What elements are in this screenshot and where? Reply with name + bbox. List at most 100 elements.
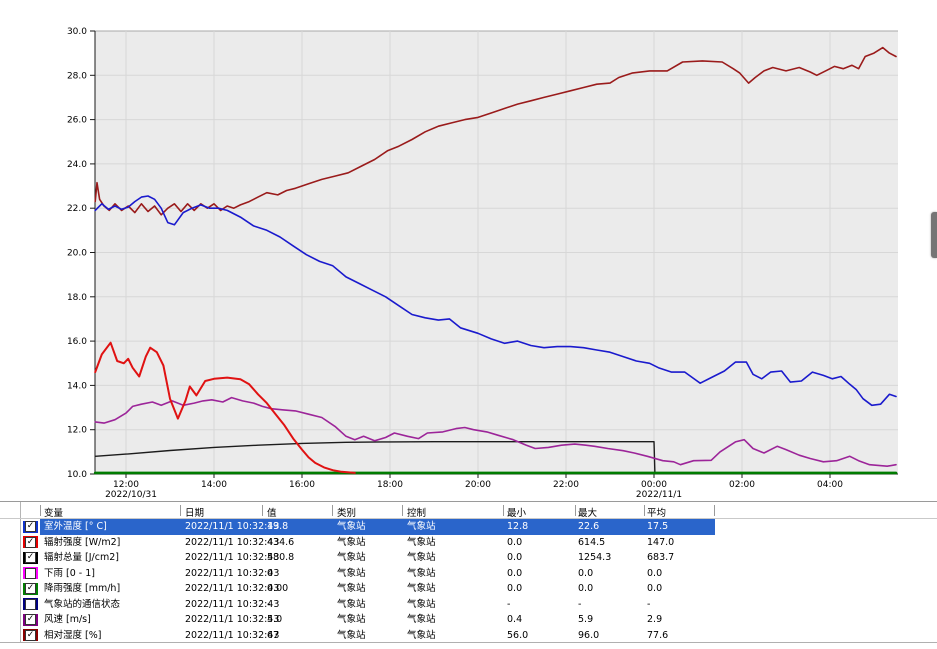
x-axis-label: 16:00 bbox=[289, 480, 315, 490]
cell-avg: 683.7 bbox=[647, 552, 675, 563]
cell-min: 0.0 bbox=[507, 536, 523, 548]
cell-category: 气象站 bbox=[337, 614, 366, 625]
cell-control: 气象站 bbox=[407, 552, 436, 563]
right-edge-scrollbar-thumb[interactable] bbox=[931, 212, 937, 258]
header-column-divider[interactable] bbox=[503, 505, 504, 516]
y-axis-label: 30.0 bbox=[67, 27, 87, 37]
cell-min: 0.0 bbox=[507, 567, 523, 579]
cell-control: 气象站 bbox=[407, 583, 436, 594]
series-checkbox-relative-humidity[interactable]: ✓ bbox=[23, 629, 38, 641]
series-checkbox-wind-speed[interactable]: ✓ bbox=[23, 613, 38, 626]
y-axis-label: 10.0 bbox=[67, 470, 87, 480]
cell-date: 2022/11/1 10:32:43 bbox=[185, 567, 280, 579]
series-checkbox-radiation-intensity[interactable]: ✓ bbox=[23, 536, 38, 548]
cell-max: 22.6 bbox=[578, 521, 600, 532]
table-header: 变量 日期 值 类别 控制 最小 最大 平均 bbox=[0, 504, 937, 519]
table-row-rain-flag[interactable]: 下雨 [0 - 1] 2022/11/1 10:32:43 0 气象站 气象站 0.0 0.… bbox=[0, 566, 937, 582]
column-header-date[interactable]: 日期 bbox=[185, 508, 205, 519]
y-axis-label: 12.0 bbox=[67, 426, 87, 436]
checkbox-checked-icon: ✓ bbox=[25, 614, 36, 625]
series-checkbox-radiation-total[interactable]: ✓ bbox=[23, 551, 38, 564]
header-column-divider[interactable] bbox=[40, 505, 41, 516]
column-header-avg[interactable]: 平均 bbox=[647, 508, 667, 519]
table-row-radiation-intensity[interactable]: ✓ 辐射强度 [W/m2] 2022/11/1 10:32:43 434.6 气象站 气象… bbox=[0, 535, 937, 551]
cell-date: 2022/11/1 10:32:43 bbox=[185, 521, 280, 532]
y-axis-label: 14.0 bbox=[67, 381, 87, 391]
column-header-control[interactable]: 控制 bbox=[407, 508, 427, 519]
checkbox-unchecked-box bbox=[25, 567, 36, 579]
header-column-divider[interactable] bbox=[644, 505, 645, 516]
cell-date: 2022/11/1 10:32:43 bbox=[185, 552, 280, 563]
column-header-name[interactable]: 变量 bbox=[44, 508, 64, 519]
cell-control: 气象站 bbox=[407, 521, 436, 532]
cell-control: 气象站 bbox=[407, 536, 436, 548]
cell-avg: 2.9 bbox=[647, 614, 663, 625]
column-header-category[interactable]: 类别 bbox=[337, 508, 357, 519]
cell-value: 434.6 bbox=[267, 536, 295, 548]
outdoor-temperature-line bbox=[94, 195, 897, 407]
cell-name: 气象站的通信状态 bbox=[44, 598, 121, 610]
cell-min: 12.8 bbox=[507, 521, 529, 532]
relative-humidity-line bbox=[94, 46, 897, 216]
series-checkbox-rain-intensity[interactable]: ✓ bbox=[23, 582, 38, 595]
series-checkbox-station-comm-status[interactable] bbox=[23, 598, 38, 610]
radiation-total-line bbox=[94, 441, 897, 474]
cell-category: 气象站 bbox=[337, 552, 366, 563]
variables-table: 变量 日期 值 类别 控制 最小 最大 平均 ✓ 室外温度 [° C] 2022/11/1 10:… bbox=[0, 501, 937, 644]
cell-date: 2022/11/1 10:32:43 bbox=[185, 614, 280, 625]
checkbox-checked-icon: ✓ bbox=[25, 536, 36, 548]
header-column-divider[interactable] bbox=[402, 505, 403, 516]
wind-speed-line bbox=[94, 396, 897, 468]
series-checkbox-outdoor-temperature[interactable]: ✓ bbox=[23, 520, 38, 533]
x-axis-label: 18:00 bbox=[377, 480, 403, 490]
cell-value: 67 bbox=[267, 629, 280, 641]
y-axis-label: 28.0 bbox=[67, 71, 87, 81]
cell-max: 0.0 bbox=[578, 583, 594, 594]
x-axis-label: 22:00 bbox=[553, 480, 579, 490]
column-header-value[interactable]: 值 bbox=[267, 508, 277, 519]
x-axis-date-label: 2022/11/1 bbox=[636, 490, 682, 500]
table-row-rain-intensity[interactable]: ✓ 降雨强度 [mm/h] 2022/11/1 10:32:43 0.00 气象站 气象站… bbox=[0, 581, 937, 597]
column-header-min[interactable]: 最小 bbox=[507, 508, 527, 519]
cell-control: 气象站 bbox=[407, 598, 436, 610]
cell-min: - bbox=[507, 598, 511, 610]
header-column-divider[interactable] bbox=[332, 505, 333, 516]
cell-date: 2022/11/1 10:32:43 bbox=[185, 598, 280, 610]
cell-max: 1254.3 bbox=[578, 552, 612, 563]
x-axis-date-label: 2022/10/31 bbox=[105, 490, 157, 500]
cell-name: 风速 [m/s] bbox=[44, 614, 91, 625]
cell-category: 气象站 bbox=[337, 598, 366, 610]
y-axis-label: 26.0 bbox=[67, 116, 87, 126]
x-axis-label: 14:00 bbox=[201, 480, 227, 490]
cell-min: 56.0 bbox=[507, 629, 529, 641]
table-row-outdoor-temperature[interactable]: ✓ 室外温度 [° C] 2022/11/1 10:32:43 19.8 气象站 气象站 1… bbox=[0, 519, 937, 535]
cell-avg: 147.0 bbox=[647, 536, 675, 548]
table-row-relative-humidity[interactable]: ✓ 相对湿度 [%] 2022/11/1 10:32:43 67 气象站 气象站 56.0 9… bbox=[0, 628, 937, 644]
table-row-wind-speed[interactable]: ✓ 风速 [m/s] 2022/11/1 10:32:43 5.0 气象站 气象站 0.4 5… bbox=[0, 612, 937, 628]
cell-value: 580.8 bbox=[267, 552, 295, 563]
series-checkbox-rain-flag[interactable] bbox=[23, 567, 38, 579]
cell-category: 气象站 bbox=[337, 521, 366, 532]
cell-max: 5.9 bbox=[578, 614, 594, 625]
header-column-divider[interactable] bbox=[262, 505, 263, 516]
cell-avg: 17.5 bbox=[647, 521, 669, 532]
table-row-radiation-total[interactable]: ✓ 辐射总量 [J/cm2] 2022/11/1 10:32:43 580.8 气象站 气… bbox=[0, 550, 937, 566]
radiation-intensity-line bbox=[94, 341, 356, 474]
cell-name: 辐射强度 [W/m2] bbox=[44, 536, 121, 548]
header-column-divider[interactable] bbox=[180, 505, 181, 516]
cell-name: 室外温度 [° C] bbox=[44, 521, 107, 532]
y-axis-label: 20.0 bbox=[67, 249, 87, 259]
cell-value: 5.0 bbox=[267, 614, 283, 625]
cell-min: 0.0 bbox=[507, 552, 523, 563]
table-row-station-comm-status[interactable]: 气象站的通信状态 2022/11/1 10:32:43- 气象站 气象站 - - - bbox=[0, 597, 937, 613]
column-header-max[interactable]: 最大 bbox=[578, 508, 598, 519]
header-column-divider[interactable] bbox=[575, 505, 576, 516]
cell-avg: 0.0 bbox=[647, 583, 663, 594]
cell-name: 辐射总量 [J/cm2] bbox=[44, 552, 119, 563]
cell-max: - bbox=[578, 598, 582, 610]
header-column-divider[interactable] bbox=[714, 505, 715, 516]
checkbox-checked-icon: ✓ bbox=[25, 583, 36, 594]
cell-name: 相对湿度 [%] bbox=[44, 629, 102, 641]
cell-avg: - bbox=[647, 598, 651, 610]
cell-min: 0.0 bbox=[507, 583, 523, 594]
